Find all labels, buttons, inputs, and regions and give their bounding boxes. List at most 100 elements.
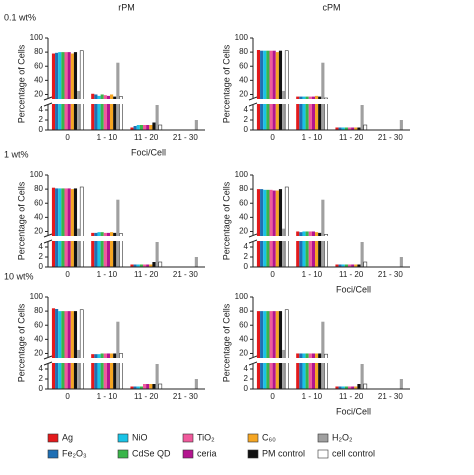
bar: [282, 349, 286, 389]
bar: [266, 189, 270, 267]
bar: [110, 232, 114, 267]
bar: [79, 309, 84, 390]
bar: [341, 127, 345, 130]
bar: [152, 122, 156, 130]
bar: [305, 96, 309, 130]
y-tick-label: 60: [34, 61, 43, 70]
x-tick-label: 11 - 20: [134, 392, 159, 401]
bar: [130, 386, 134, 389]
x-tick-label: 21 - 30: [173, 392, 198, 401]
x-tick-label: 21 - 30: [378, 392, 403, 401]
bar: [299, 96, 303, 130]
bar: [155, 105, 159, 130]
bar: [51, 53, 56, 130]
break-mark: [43, 355, 53, 360]
bar: [321, 62, 325, 130]
legend-label: H₂O₂: [332, 432, 353, 442]
y-tick-label: 0: [39, 262, 44, 271]
legend-swatch: [317, 433, 329, 443]
bar: [363, 261, 368, 268]
bar: [116, 62, 120, 130]
bar: [67, 52, 71, 130]
bar: [158, 383, 163, 390]
bar: [97, 232, 101, 267]
bar: [399, 257, 403, 267]
legend-label: ceria: [197, 448, 217, 458]
bar: [103, 353, 107, 389]
bar: [139, 386, 143, 389]
bar: [142, 384, 147, 389]
bar: [136, 264, 140, 267]
bar: [70, 53, 74, 130]
y-tick-label: 2: [244, 115, 249, 124]
bar: [113, 232, 117, 267]
y-tick-label: 40: [239, 75, 248, 84]
bar: [266, 311, 270, 389]
bar: [351, 264, 355, 267]
bar: [351, 386, 355, 389]
bar: [302, 353, 306, 389]
bar: [142, 125, 147, 130]
x-axis-label: Foci/Cell: [336, 406, 371, 416]
bar: [61, 52, 65, 130]
bar: [335, 127, 339, 130]
bar: [256, 311, 261, 389]
bar: [272, 190, 276, 267]
bar: [106, 95, 111, 130]
x-tick-label: 1 - 10: [302, 133, 323, 142]
bar: [136, 125, 140, 130]
bar: [77, 349, 81, 389]
bar: [256, 189, 261, 267]
bar: [146, 384, 150, 389]
x-tick-label: 21 - 30: [378, 270, 403, 279]
break-mark: [248, 361, 258, 366]
bar: [194, 120, 198, 130]
bar: [158, 124, 163, 131]
bar: [73, 311, 78, 389]
bar: [97, 95, 101, 130]
x-tick-label: 1 - 10: [97, 392, 118, 401]
y-tick-label: 4: [39, 364, 44, 373]
y-tick-label: 60: [34, 198, 43, 207]
bar: [338, 264, 342, 267]
axis-break: [42, 236, 205, 241]
row-label: 1 wt%: [4, 149, 29, 159]
bar: [149, 384, 153, 389]
legend-swatch: [47, 449, 59, 459]
x-tick-label: 1 - 10: [302, 392, 323, 401]
bar: [341, 386, 345, 389]
bar: [305, 353, 309, 389]
legend-swatch: [47, 433, 59, 443]
bar: [344, 127, 348, 130]
y-axis-label: Percentage of Cells: [16, 44, 26, 123]
bar: [263, 311, 267, 389]
bar: [110, 353, 114, 389]
bar: [260, 50, 264, 130]
x-tick-label: 0: [65, 270, 70, 279]
bar: [347, 386, 352, 389]
y-tick-label: 100: [235, 292, 249, 301]
bar: [357, 384, 361, 389]
bar: [91, 354, 95, 389]
y-tick-label: 80: [34, 184, 43, 193]
bar: [357, 127, 361, 130]
bar: [344, 264, 348, 267]
legend-label: Ag: [62, 432, 73, 442]
bar: [260, 311, 264, 389]
bar: [79, 50, 84, 131]
y-tick-label: 20: [34, 349, 43, 358]
bar: [103, 95, 107, 130]
y-tick-label: 20: [34, 227, 43, 236]
y-tick-label: 100: [235, 33, 249, 42]
y-tick-label: 100: [30, 292, 44, 301]
y-tick-label: 4: [244, 105, 249, 114]
y-tick-label: 4: [39, 105, 44, 114]
x-tick-label: 21 - 30: [173, 133, 198, 142]
bar: [113, 96, 117, 130]
break-mark: [248, 96, 258, 101]
legend-label: cell control: [332, 448, 375, 458]
y-tick-label: 80: [239, 47, 248, 56]
bar: [299, 353, 303, 389]
bar: [278, 311, 283, 389]
